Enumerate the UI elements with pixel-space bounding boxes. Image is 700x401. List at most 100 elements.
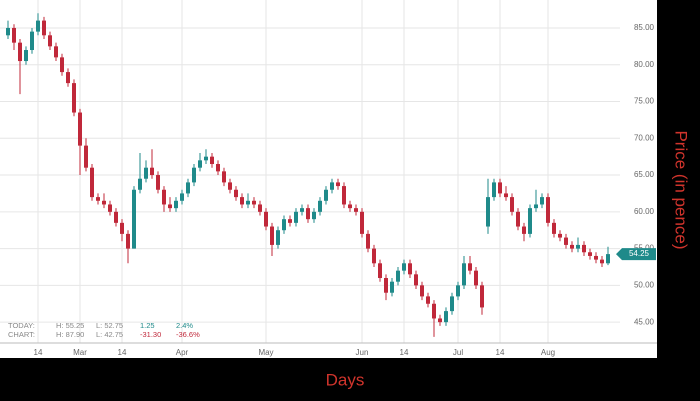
stat-pct: 2.4%: [176, 321, 193, 330]
candle-body: [240, 197, 244, 205]
candle-body: [456, 285, 460, 297]
candle-body: [30, 31, 34, 51]
stat-pct: -36.6%: [176, 330, 200, 339]
candle-body: [360, 211, 364, 234]
y-tick-label: 45.00: [634, 317, 655, 326]
candle-body: [186, 182, 190, 194]
candle-body: [582, 244, 586, 253]
stat-high: H: 87.90: [56, 330, 84, 339]
candle-body: [18, 42, 22, 62]
candle-body: [156, 175, 160, 190]
candle-body: [468, 263, 472, 271]
candle-body: [12, 27, 16, 43]
x-tick-label: Jun: [356, 348, 369, 357]
y-tick-label: 60.00: [634, 207, 655, 216]
candle-body: [348, 204, 352, 209]
stat-label: CHART:: [8, 330, 35, 339]
candle-body: [246, 200, 250, 205]
candle-body: [372, 248, 376, 264]
candle-body: [330, 182, 334, 190]
candle-body: [384, 278, 388, 293]
candle-body: [546, 197, 550, 223]
stat-change: -31.30: [140, 330, 161, 339]
candle-body: [228, 182, 232, 190]
candle-body: [480, 285, 484, 308]
candle-body: [234, 189, 238, 198]
candle-body: [126, 233, 130, 249]
candle-body: [6, 27, 10, 36]
candle-body: [270, 226, 274, 245]
candle-body: [462, 263, 466, 286]
candle-body: [276, 230, 280, 245]
candle-body: [180, 193, 184, 201]
candle-body: [264, 211, 268, 227]
candle-body: [42, 20, 46, 36]
candle-body: [318, 200, 322, 212]
candle-body: [486, 197, 490, 227]
price-tag: [616, 248, 656, 261]
candle-body: [300, 208, 304, 212]
x-tick-label: Aug: [541, 348, 555, 357]
candle-body: [576, 244, 580, 249]
candle-body: [90, 167, 94, 198]
candle-body: [522, 226, 526, 234]
stat-high: H: 55.25: [56, 321, 84, 330]
candle-body: [78, 112, 82, 146]
candle-body: [516, 211, 520, 227]
candle-body: [492, 182, 496, 198]
candle-body: [138, 178, 142, 190]
candle-body: [288, 219, 292, 223]
candle-body: [312, 211, 316, 220]
candle-body: [54, 46, 58, 58]
candle-body: [420, 285, 424, 297]
price-tag-label: 54.25: [629, 249, 650, 258]
x-axis-title: Days: [326, 370, 365, 389]
x-tick-label: 14: [118, 348, 127, 357]
y-tick-label: 85.00: [634, 23, 655, 32]
candle-body: [306, 208, 310, 220]
candle-body: [444, 311, 448, 323]
candle-body: [474, 270, 478, 286]
candle-body: [540, 197, 544, 205]
candle-body: [108, 204, 112, 212]
candle-body: [606, 254, 610, 264]
candle-body: [558, 233, 562, 238]
candle-body: [252, 200, 256, 205]
y-tick-label: 75.00: [634, 97, 655, 106]
candle-body: [426, 296, 430, 304]
candle-body: [294, 211, 298, 223]
stat-change: 1.25: [140, 321, 155, 330]
candle-body: [378, 263, 382, 279]
candle-body: [342, 186, 346, 205]
candle-body: [438, 318, 442, 323]
candle-body: [396, 270, 400, 282]
candle-body: [114, 211, 118, 223]
y-tick-label: 80.00: [634, 60, 655, 69]
candle-body: [48, 35, 52, 47]
candle-body: [366, 233, 370, 249]
x-tick-label: Apr: [176, 348, 189, 357]
candle-body: [354, 208, 358, 212]
candle-body: [102, 200, 106, 205]
candle-body: [600, 259, 604, 264]
x-tick-label: 14: [496, 348, 505, 357]
candle-body: [150, 167, 154, 176]
candle-body: [588, 252, 592, 256]
candle-body: [144, 167, 148, 179]
x-tick-label: Mar: [73, 348, 87, 357]
candle-body: [66, 72, 70, 84]
candle-body: [552, 222, 556, 234]
candle-body: [192, 167, 196, 183]
candle-body: [336, 182, 340, 187]
candle-body: [60, 57, 64, 73]
candle-body: [162, 189, 166, 205]
candle-body: [570, 244, 574, 249]
candle-body: [216, 164, 220, 172]
stat-low: L: 42.75: [96, 330, 123, 339]
candle-body: [324, 189, 328, 201]
y-tick-label: 70.00: [634, 133, 655, 142]
x-tick-label: Jul: [453, 348, 463, 357]
candle-body: [24, 50, 28, 62]
candle-body: [510, 197, 514, 212]
